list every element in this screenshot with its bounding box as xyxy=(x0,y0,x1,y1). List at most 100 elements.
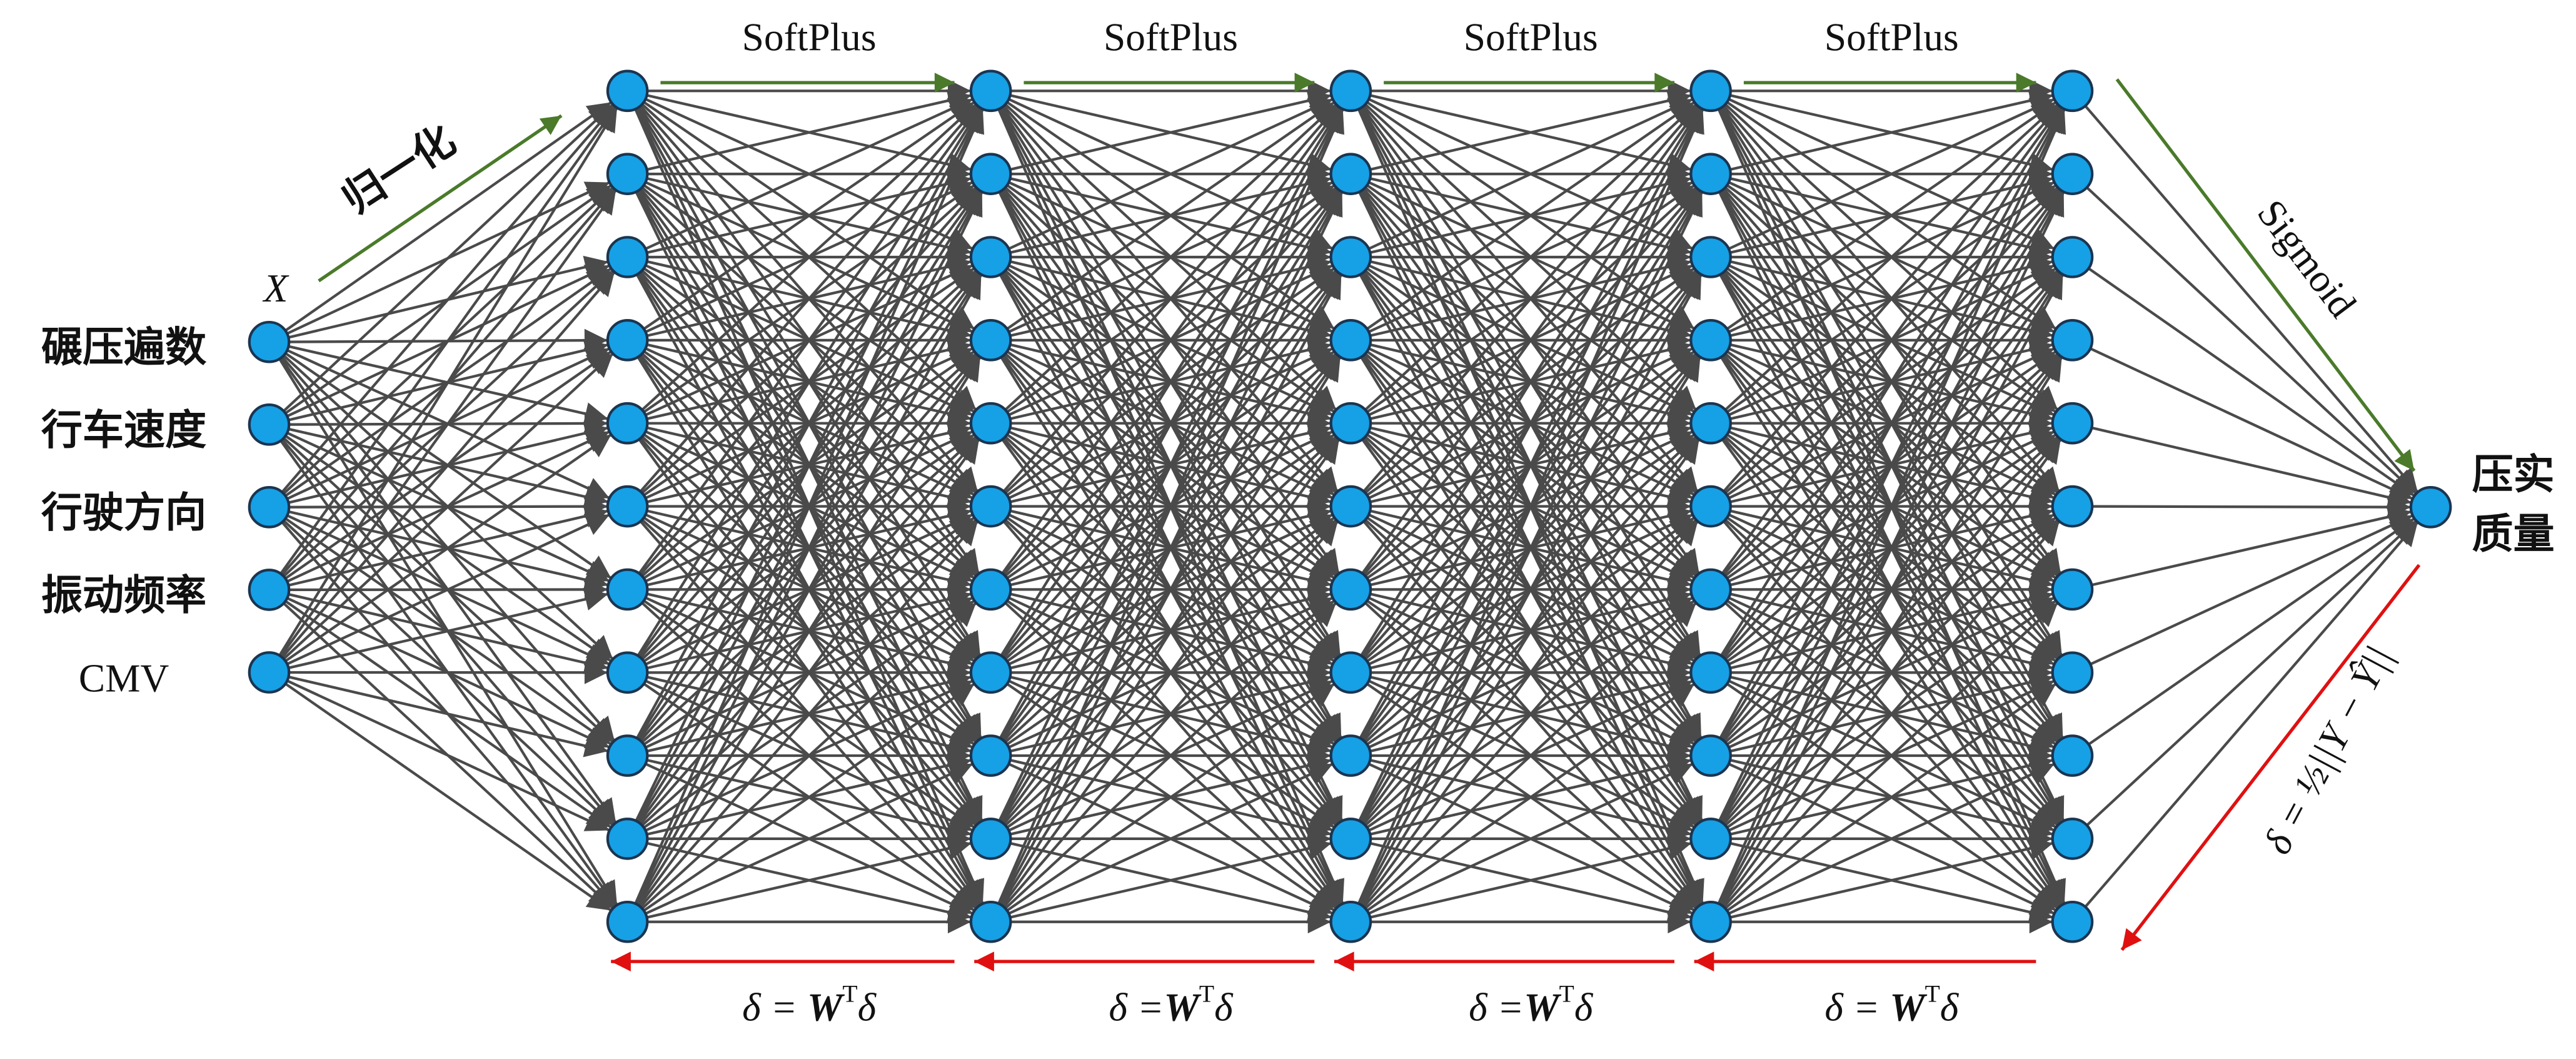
edge xyxy=(989,90,1342,657)
edge xyxy=(626,437,979,840)
edge xyxy=(626,104,979,507)
edge xyxy=(1710,89,2054,176)
edge xyxy=(990,103,1337,425)
edge xyxy=(626,422,974,583)
edge xyxy=(1710,422,2055,583)
edge xyxy=(268,188,616,591)
arrow xyxy=(318,114,563,283)
neuron xyxy=(606,734,649,777)
neuron xyxy=(969,402,1012,445)
edge xyxy=(1709,588,2057,829)
edge xyxy=(1709,599,2057,840)
edge xyxy=(626,338,974,500)
edge xyxy=(626,588,974,749)
edge xyxy=(268,423,616,825)
edge xyxy=(626,356,982,923)
edge xyxy=(1350,89,1696,330)
edge xyxy=(268,505,610,666)
edge xyxy=(990,516,1336,757)
edge xyxy=(269,505,609,591)
edge xyxy=(990,679,1334,840)
edge xyxy=(626,505,974,666)
edge xyxy=(268,671,610,832)
edge xyxy=(990,101,1336,342)
neuron xyxy=(1329,402,1372,445)
edge xyxy=(626,271,979,674)
edge xyxy=(626,256,982,823)
edge xyxy=(1350,98,1694,258)
edge xyxy=(269,422,609,509)
edge xyxy=(268,506,614,826)
neuron xyxy=(1689,153,1732,195)
edge xyxy=(626,256,980,741)
edge xyxy=(989,256,1341,741)
edge xyxy=(1350,338,1692,425)
edge xyxy=(626,763,974,923)
edge xyxy=(1710,89,2055,250)
edge xyxy=(1709,354,2061,757)
edge xyxy=(1350,504,1692,591)
edge xyxy=(990,256,1334,417)
edge xyxy=(626,108,983,757)
edge xyxy=(1710,587,2054,674)
transpose: T xyxy=(1559,980,1574,1008)
edge xyxy=(1710,264,2055,425)
edge xyxy=(990,505,1334,666)
edge xyxy=(989,256,1342,823)
edge xyxy=(1709,433,2057,674)
edge xyxy=(268,107,618,674)
edge xyxy=(627,255,972,342)
edge xyxy=(1710,89,2054,176)
edge xyxy=(989,108,1345,923)
edge xyxy=(626,256,975,497)
edge xyxy=(990,89,1336,330)
edge xyxy=(626,264,974,425)
edge xyxy=(626,106,980,590)
edge xyxy=(1709,108,2066,923)
edge xyxy=(1350,173,1692,259)
edge xyxy=(626,90,982,657)
neuron xyxy=(1329,651,1372,694)
edge xyxy=(626,191,984,923)
edge xyxy=(1350,587,1692,674)
neuron xyxy=(2051,818,2094,860)
edge xyxy=(1349,90,1702,657)
edge xyxy=(1350,256,1694,417)
edge xyxy=(990,763,1334,923)
edge xyxy=(626,89,975,330)
neuron xyxy=(1689,69,1732,113)
neuron xyxy=(248,320,291,363)
neuron xyxy=(606,319,649,362)
weight: W xyxy=(1164,985,1202,1029)
edge xyxy=(1709,106,2062,590)
activation-label: SoftPlus xyxy=(1104,16,1238,59)
edge xyxy=(1709,256,2061,659)
edge xyxy=(1350,763,1694,923)
edge xyxy=(990,173,1339,575)
edge xyxy=(1709,520,2061,923)
edge xyxy=(268,506,616,908)
edge xyxy=(1709,352,2059,674)
edge xyxy=(2072,505,2412,591)
edge xyxy=(990,505,1339,908)
edge xyxy=(1350,754,1692,841)
edge xyxy=(1710,256,2055,417)
edge xyxy=(626,438,980,923)
neuron xyxy=(1329,236,1372,278)
neuron xyxy=(1329,734,1372,777)
edge xyxy=(268,589,612,829)
edge xyxy=(269,423,609,509)
neuron xyxy=(969,69,1012,113)
edge xyxy=(268,506,612,746)
neuron xyxy=(606,402,649,445)
edge xyxy=(2071,521,2419,923)
edge xyxy=(626,173,980,657)
edge xyxy=(1349,273,1703,923)
edge xyxy=(1709,104,2061,507)
edge xyxy=(1350,679,1694,840)
output-label: 质量 xyxy=(2472,512,2555,557)
edge xyxy=(990,255,1332,342)
edge xyxy=(626,108,984,839)
edge xyxy=(626,513,974,674)
edge xyxy=(1709,191,2065,923)
